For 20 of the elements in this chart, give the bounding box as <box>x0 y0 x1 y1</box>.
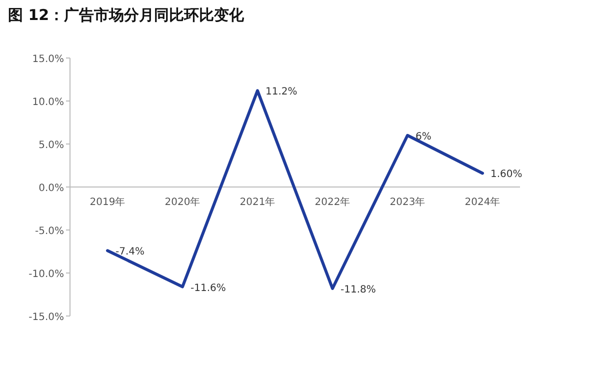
y-tick-label: -5.0% <box>34 226 64 237</box>
data-label: 1.60% <box>490 169 522 180</box>
data-label: 6% <box>416 131 432 142</box>
x-tick-label: 2024年 <box>464 196 500 208</box>
x-tick-label: 2020年 <box>164 196 200 208</box>
x-tick-label: 2022年 <box>314 196 350 208</box>
x-tick-label: 2019年 <box>90 196 126 208</box>
y-tick-label: -15.0% <box>28 312 64 323</box>
data-label: -11.8% <box>340 284 376 296</box>
data-label: 11.2% <box>266 86 298 98</box>
chart-title: 图 12：广告市场分月同比环比变化 <box>8 6 246 24</box>
x-tick-label: 2023年 <box>390 196 426 208</box>
data-label: -11.6% <box>190 282 226 294</box>
y-tick-label: 5.0% <box>38 140 64 151</box>
data-label: -7.4% <box>116 246 145 258</box>
x-tick-label: 2021年 <box>240 196 276 208</box>
y-tick-label: -10.0% <box>28 269 64 280</box>
y-tick-label: 10.0% <box>32 97 64 108</box>
y-tick-label: 0.0% <box>38 183 64 194</box>
y-tick-label: 15.0% <box>32 54 64 65</box>
